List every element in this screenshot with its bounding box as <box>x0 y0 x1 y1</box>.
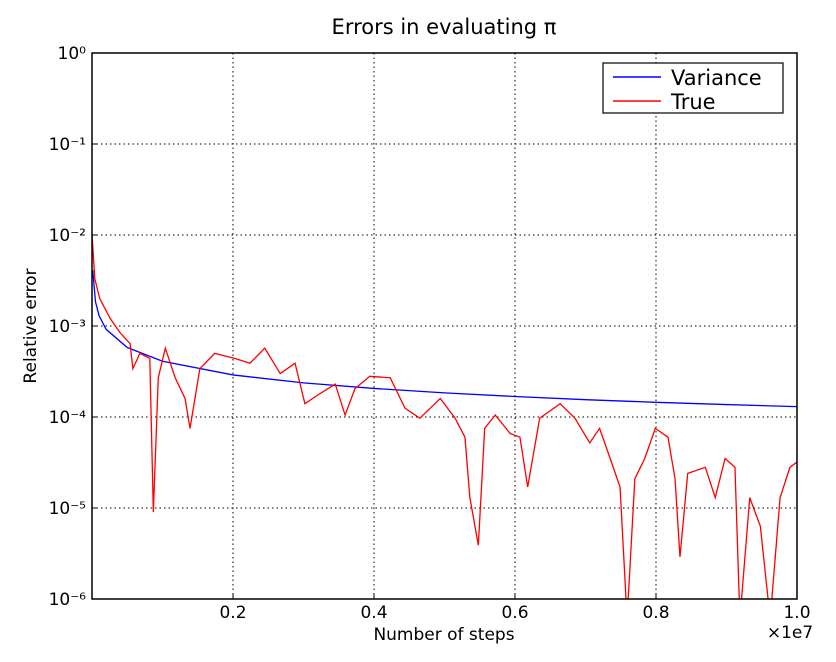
y-tick-label: 10⁻³ <box>49 317 86 337</box>
x-axis-label: Number of steps <box>373 625 514 645</box>
plot-area <box>92 234 797 599</box>
x-tick-label: 1.0 <box>783 603 810 623</box>
y-tick-label: 10⁻⁶ <box>49 590 87 610</box>
data-line <box>92 270 797 408</box>
y-axis-label: Relative error <box>21 268 41 383</box>
y-tick-label: 10⁻² <box>49 226 86 246</box>
x-tick-label: 0.6 <box>501 603 528 623</box>
x-tick-label: 0.2 <box>219 603 246 623</box>
legend-box <box>602 62 784 114</box>
legend-label: True <box>670 90 716 114</box>
x-tick-label: 0.4 <box>360 603 387 623</box>
y-tick-label: 10⁻¹ <box>49 135 86 155</box>
ticks: 0.2 0.4 0.6 0.8 1.0 10⁰ 10⁻¹ 10⁻² 10⁻³ 10⁻⁴ 10⁻⁵ 10… <box>49 44 811 623</box>
x-tick-label: 0.8 <box>642 603 669 623</box>
legend-label: Variance <box>671 66 762 90</box>
y-tick-label: 10⁻⁴ <box>49 408 87 428</box>
y-tick-label: 10⁻⁵ <box>49 499 86 519</box>
data-line <box>92 234 797 599</box>
chart-title: Errors in evaluating π <box>332 15 557 39</box>
y-tick-label: 10⁰ <box>58 44 87 64</box>
x-offset-label: ×1e7 <box>767 623 813 643</box>
